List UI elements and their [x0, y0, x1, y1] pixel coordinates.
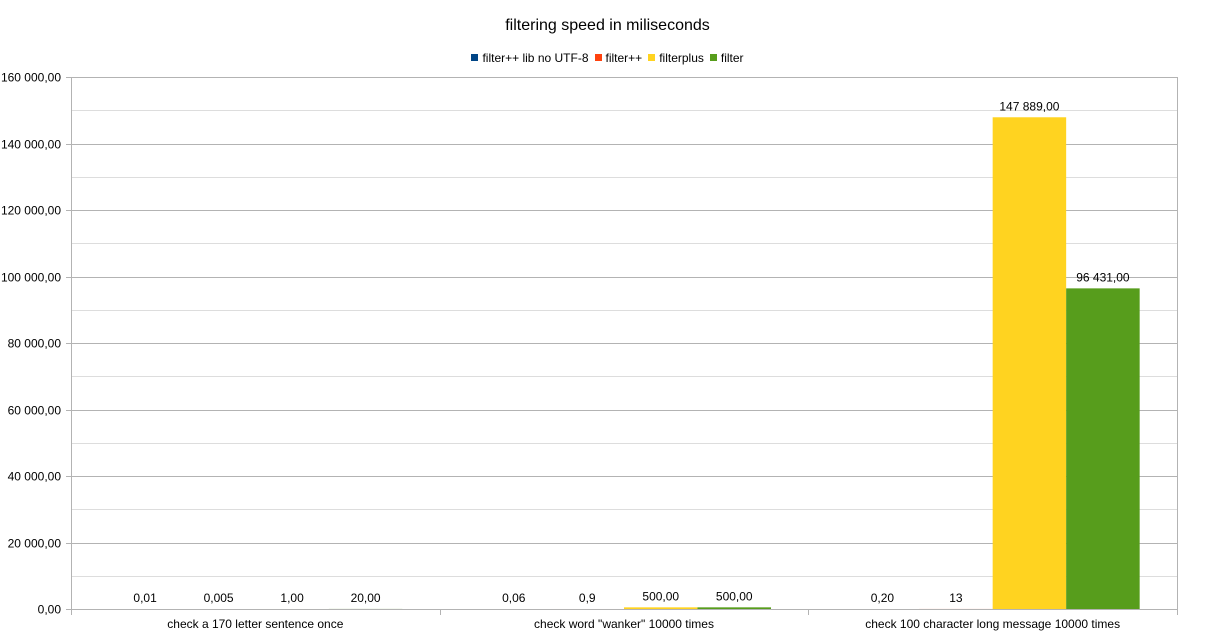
y-tick-label: 20 000,00	[8, 537, 62, 551]
legend-label: filterplus	[659, 51, 704, 65]
legend-swatch	[648, 54, 656, 61]
bar	[992, 117, 1067, 609]
x-tick-label: check a 170 letter sentence once	[167, 617, 343, 631]
legend: filter++ lib no UTF-8 filter++ filterplus f…	[0, 51, 1215, 65]
legend-label: filter++	[605, 51, 643, 65]
data-label: 147 889,00	[999, 99, 1059, 113]
data-label: 0,20	[871, 591, 895, 605]
legend-item: filter++ lib no UTF-8	[471, 51, 589, 65]
data-label: 13	[949, 591, 963, 605]
y-tick-label: 80 000,00	[8, 337, 62, 351]
bar	[1066, 288, 1140, 609]
x-tick-label: check 100 character long message 10000 t…	[865, 617, 1120, 631]
data-label: 0,9	[579, 591, 596, 605]
y-tick-label: 40 000,00	[8, 470, 62, 484]
x-tick-label: check word "wanker" 10000 times	[534, 617, 714, 631]
y-tick-label: 160 000,00	[1, 71, 61, 85]
legend-item: filter	[709, 51, 744, 65]
y-tick-label: 100 000,00	[1, 271, 61, 285]
legend-swatch	[471, 54, 479, 61]
data-label: 500,00	[716, 589, 753, 603]
y-tick-label: 140 000,00	[1, 138, 61, 152]
chart-title: filtering speed in miliseconds	[505, 17, 710, 34]
data-label: 96 431,00	[1076, 270, 1130, 284]
data-label: 0,06	[502, 591, 526, 605]
bar	[697, 607, 771, 609]
legend-label: filter++ lib no UTF-8	[482, 51, 589, 65]
y-tick-label: 60 000,00	[8, 404, 62, 418]
plot-frame	[71, 77, 1178, 610]
data-label: 20,00	[351, 591, 381, 605]
data-label: 500,00	[642, 589, 679, 603]
legend-item: filter++	[594, 51, 643, 65]
legend-swatch	[709, 54, 717, 61]
data-label: 1,00	[280, 591, 304, 605]
legend-item: filterplus	[648, 51, 704, 65]
y-tick-label: 0,00	[38, 603, 62, 617]
legend-swatch	[594, 54, 602, 61]
bar	[624, 607, 698, 609]
data-label: 0,01	[133, 591, 157, 605]
y-tick-label: 120 000,00	[1, 204, 61, 218]
legend-label: filter	[720, 51, 744, 65]
data-label: 0,005	[204, 591, 234, 605]
